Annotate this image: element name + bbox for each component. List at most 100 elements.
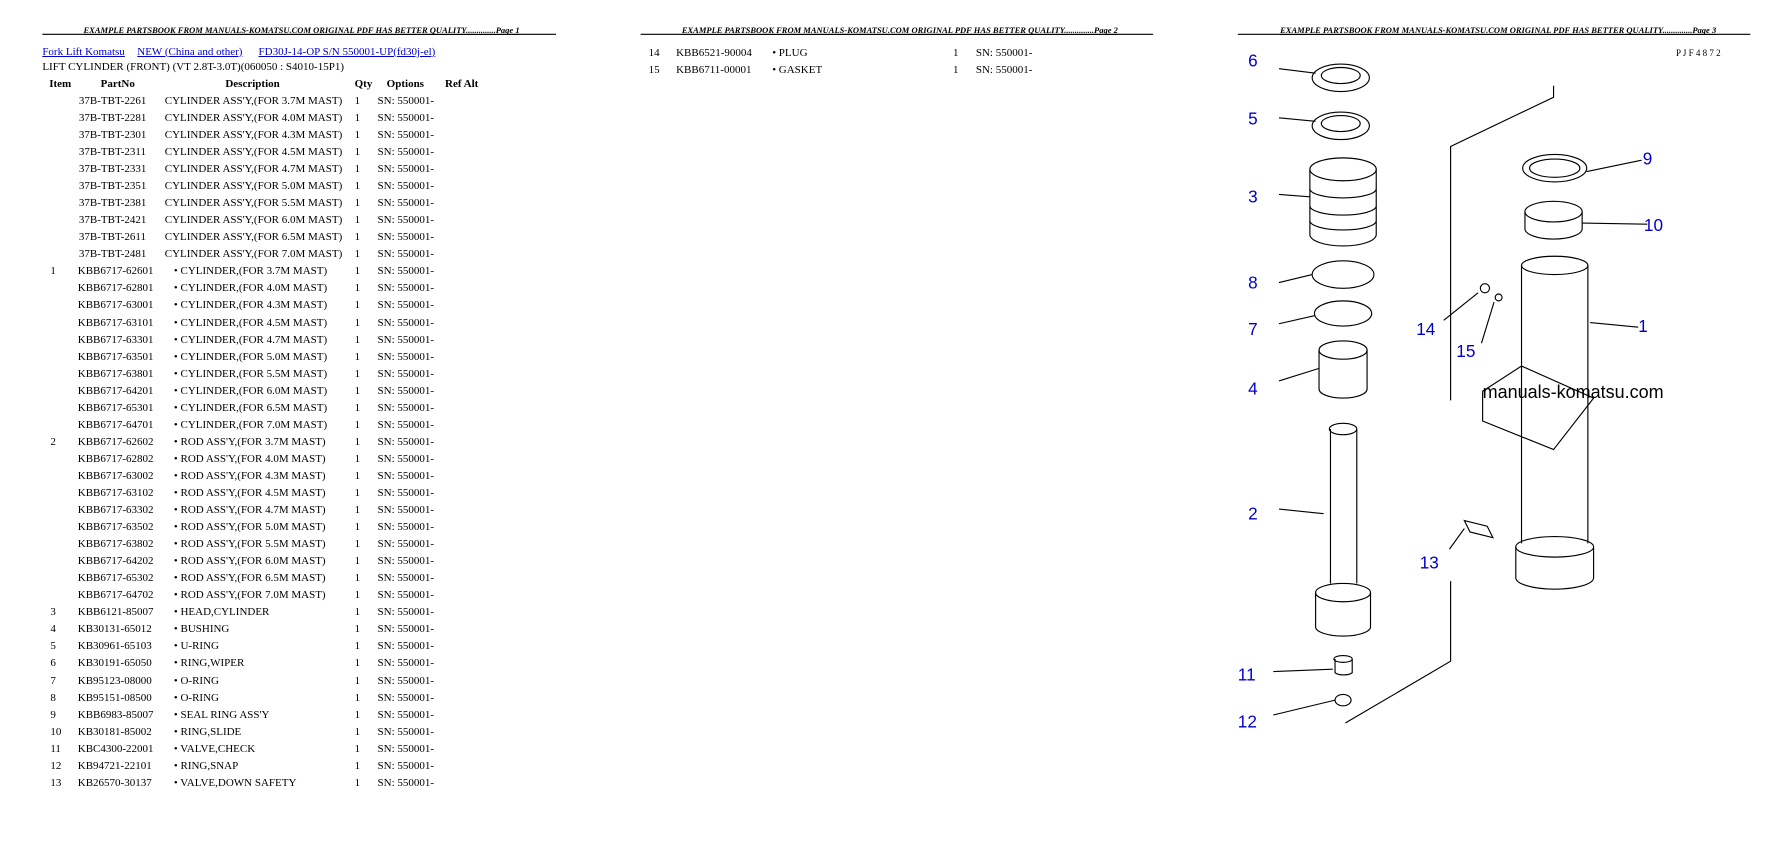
part-number: KBB6983-85007 <box>77 708 154 721</box>
item-number: 10 <box>50 725 62 738</box>
description: CYLINDER ASS'Y,(FOR 6.5M MAST) <box>164 231 343 244</box>
description: • CYLINDER,(FOR 4.5M MAST) <box>173 316 328 329</box>
watermark: manuals-komatsu.com <box>1482 382 1664 403</box>
part-number: KBB6717-63102 <box>77 487 154 499</box>
quantity: 1 <box>354 163 361 176</box>
options: SN: 550001- <box>377 111 435 124</box>
part-number: 37B-TBT-2381 <box>78 197 147 210</box>
quantity: 1 <box>354 606 361 619</box>
quantity: 1 <box>354 521 361 534</box>
options: SN: 550001- <box>377 640 435 653</box>
options: SN: 550001- <box>377 606 435 619</box>
callout-label: 15 <box>1456 341 1475 361</box>
part-number: KB95123-08000 <box>77 674 152 687</box>
quantity: 1 <box>354 759 361 772</box>
description: • SEAL RING ASS'Y <box>173 708 270 721</box>
quantity: 1 <box>354 487 361 499</box>
quantity: 1 <box>354 623 361 636</box>
part-number: KBB6717-63301 <box>77 333 154 346</box>
item-number: 3 <box>50 606 56 619</box>
quantity: 1 <box>354 231 361 244</box>
description: • CYLINDER,(FOR 3.7M MAST) <box>173 265 328 278</box>
options: SN: 550001- <box>377 401 435 414</box>
page-header: EXAMPLE PARTSBOOK FROM MANUALS-KOMATSU.C… <box>83 25 520 36</box>
quantity: 1 <box>354 555 361 568</box>
description: CYLINDER ASS'Y,(FOR 5.0M MAST) <box>164 180 343 193</box>
options: SN: 550001- <box>377 146 435 159</box>
item-number: 11 <box>50 742 61 755</box>
description: • RING,SNAP <box>173 759 239 772</box>
part-number: KBB6717-63002 <box>77 469 154 482</box>
breadcrumb-link[interactable]: NEW (China and other) <box>137 45 243 58</box>
quantity: 1 <box>354 708 361 721</box>
column-header: Ref Alt <box>445 77 479 90</box>
callout-label: 5 <box>1248 109 1258 129</box>
description: • ROD ASS'Y,(FOR 4.7M MAST) <box>173 504 326 517</box>
item-number: 14 <box>648 46 660 59</box>
description: CYLINDER ASS'Y,(FOR 6.0M MAST) <box>164 214 343 227</box>
quantity: 1 <box>354 367 361 380</box>
section-title: LIFT CYLINDER (FRONT) (VT 2.8T-3.0T)(060… <box>42 60 344 73</box>
part-number: KB30181-85002 <box>77 725 152 738</box>
description: CYLINDER ASS'Y,(FOR 4.7M MAST) <box>164 163 343 176</box>
callout-label: 6 <box>1248 50 1258 70</box>
quantity: 1 <box>952 63 959 76</box>
description: • ROD ASS'Y,(FOR 5.0M MAST) <box>173 521 326 534</box>
options: SN: 550001- <box>377 384 435 397</box>
part-number: KBC4300-22001 <box>77 742 154 755</box>
part-number: 37B-TBT-2301 <box>78 129 147 142</box>
quantity: 1 <box>354 248 361 261</box>
options: SN: 550001- <box>377 504 435 517</box>
part-number: 37B-TBT-2611 <box>78 231 146 244</box>
part-number: KBB6717-65302 <box>77 572 154 585</box>
description: • ROD ASS'Y,(FOR 6.0M MAST) <box>173 555 326 568</box>
page-header: EXAMPLE PARTSBOOK FROM MANUALS-KOMATSU.C… <box>1280 25 1717 36</box>
description: • CYLINDER,(FOR 7.0M MAST) <box>173 418 328 431</box>
part-number: KBB6717-62802 <box>77 452 154 465</box>
part-number: 37B-TBT-2331 <box>78 163 147 176</box>
options: SN: 550001- <box>377 759 435 772</box>
item-number: 9 <box>50 708 56 721</box>
description: • CYLINDER,(FOR 6.0M MAST) <box>173 384 328 397</box>
quantity: 1 <box>354 418 361 431</box>
callout-label: 7 <box>1248 319 1258 339</box>
callout-label: 8 <box>1248 272 1258 292</box>
description: • BUSHING <box>173 623 230 636</box>
options: SN: 550001- <box>377 316 435 329</box>
description: • ROD ASS'Y,(FOR 5.5M MAST) <box>173 538 326 551</box>
quantity: 1 <box>354 691 361 704</box>
quantity: 1 <box>354 282 361 295</box>
callout-label: 4 <box>1248 379 1258 399</box>
quantity: 1 <box>354 452 361 465</box>
part-number: 37B-TBT-2421 <box>78 214 147 227</box>
options: SN: 550001- <box>377 674 435 687</box>
quantity: 1 <box>354 197 361 210</box>
options: SN: 550001- <box>377 623 435 636</box>
column-header: Qty <box>354 77 373 90</box>
quantity: 1 <box>354 469 361 482</box>
options: SN: 550001- <box>377 180 435 193</box>
quantity: 1 <box>354 146 361 159</box>
part-number: KB30191-65050 <box>77 657 152 670</box>
options: SN: 550001- <box>377 282 435 295</box>
callout-label: 3 <box>1248 186 1258 206</box>
part-number: KBB6717-63101 <box>77 316 154 329</box>
item-number: 2 <box>50 435 56 448</box>
breadcrumb-link[interactable]: Fork Lift Komatsu <box>42 45 125 58</box>
column-header: Description <box>225 77 280 90</box>
callout-label: 13 <box>1420 553 1439 573</box>
description: • ROD ASS'Y,(FOR 6.5M MAST) <box>173 572 326 585</box>
quantity: 1 <box>354 572 361 585</box>
quantity: 1 <box>354 640 361 653</box>
description: • U-RING <box>173 640 219 653</box>
description: • CYLINDER,(FOR 4.0M MAST) <box>173 282 328 295</box>
breadcrumb-link[interactable]: FD30J-14-OP S/N 550001-UP(fd30j-el) <box>258 45 436 58</box>
options: SN: 550001- <box>377 555 435 568</box>
quantity: 1 <box>354 111 361 124</box>
options: SN: 550001- <box>377 214 435 227</box>
description: • CYLINDER,(FOR 4.3M MAST) <box>173 299 328 312</box>
quantity: 1 <box>354 180 361 193</box>
item-number: 5 <box>50 640 56 653</box>
item-number: 12 <box>50 759 62 772</box>
options: SN: 550001- <box>377 435 435 448</box>
